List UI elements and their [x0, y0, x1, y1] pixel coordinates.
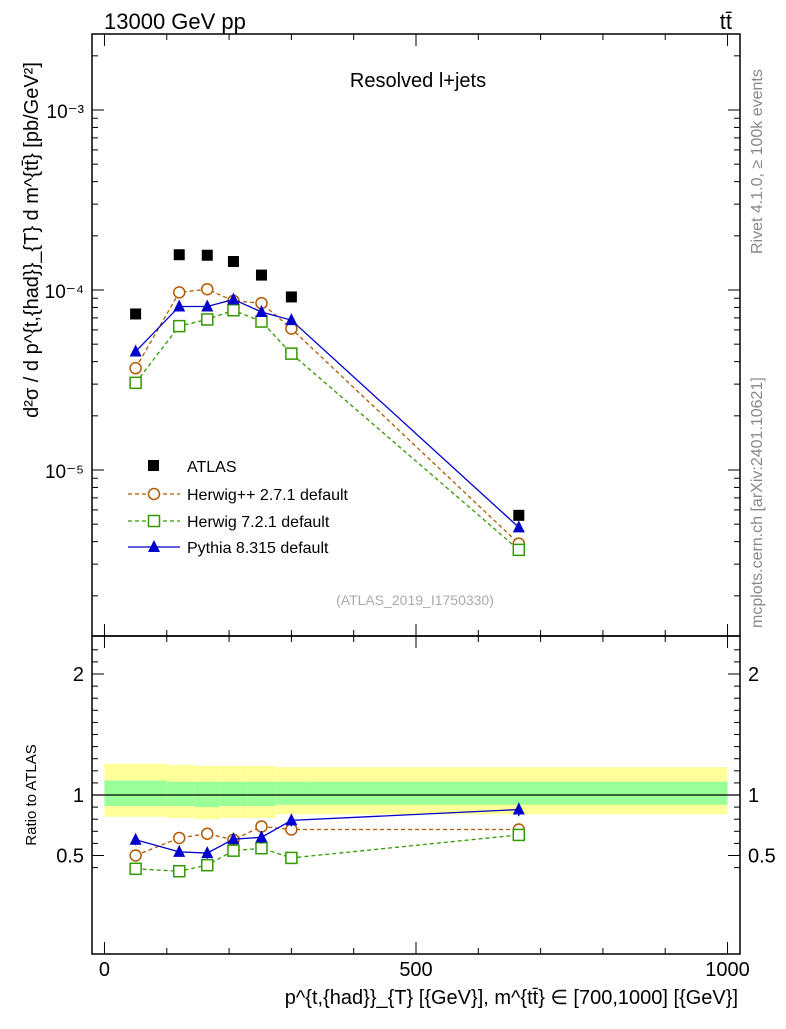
ratio-axis-ticks: 0.5 0.5 1 1 2 2 0 500 1000: [56, 636, 776, 981]
ratio-data-point: [129, 849, 142, 862]
legend-label-pythia: Pythia 8.315 default: [187, 540, 329, 557]
main-data-point: [255, 269, 267, 281]
ratio-panel: 0.5 0.5 1 1 2 2 0 500 1000 Ratio to ATLAS p^{t,{…: [23, 635, 776, 1009]
main-data-point: [201, 249, 213, 261]
main-data-point: [172, 319, 186, 333]
ratio-data-point: [227, 844, 240, 857]
ratio-band-green: [275, 781, 311, 805]
ratio-series: [129, 802, 526, 878]
main-data-point: [255, 304, 268, 317]
ratio-band-green: [104, 780, 167, 806]
main-series-line: [135, 288, 520, 545]
ratio-xtick-label: 1000: [705, 959, 750, 981]
ratio-bands: [104, 763, 728, 820]
main-ytick-label-1e-4: 10⁻⁴: [45, 282, 84, 303]
energy-label: 13000 GeV pp: [104, 9, 246, 34]
main-title: Resolved l+jets: [350, 70, 486, 92]
ratio-ytick-label-right: 1: [748, 785, 759, 807]
ratio-data-point: [172, 864, 186, 878]
legend-label-herwigpp: Herwig++ 2.7.1 default: [187, 487, 349, 504]
ratio-data-point: [201, 858, 214, 872]
main-data-point: [129, 344, 142, 357]
ratio-ytick-label-right: 0.5: [748, 846, 776, 868]
main-panel: Resolved l+jets 10⁻⁵ 10⁻⁴ 10⁻³ d²σ / d p…: [21, 33, 741, 637]
ratio-band-green: [310, 781, 728, 805]
legend-marker-herwig7: [147, 514, 161, 528]
main-data-point: [201, 299, 214, 312]
ratio-data-point: [255, 841, 268, 855]
ratio-data-point: [255, 830, 268, 843]
main-data-point: [512, 520, 525, 533]
ratio-data-point: [227, 832, 240, 845]
main-ytick-label-1e-3: 10⁻³: [47, 102, 85, 123]
main-data-point: [285, 291, 297, 303]
ratio-data-point: [512, 802, 525, 815]
main-ylabel: d²σ / d p^{t,{had}}_{T} d m^{tt̄} [pb/Ge…: [21, 62, 43, 418]
analysis-tag: (ATLAS_2019_I1750330): [336, 592, 494, 608]
ratio-data-point: [201, 846, 214, 859]
ratio-band-green: [166, 781, 195, 806]
ratio-data-point: [255, 820, 268, 833]
ratio-data-point: [129, 832, 142, 845]
side-label-bottom: mcplots.cern.ch [arXiv:2401.10621]: [749, 377, 766, 628]
ratio-ylabel: Ratio to ATLAS: [23, 744, 40, 845]
main-data-point: [201, 313, 214, 326]
ratio-xtick-label: 500: [399, 959, 432, 981]
ratio-data-point: [285, 851, 298, 865]
side-label-top: Rivet 4.1.0, ≥ 100k events: [749, 69, 766, 254]
ratio-ytick-label: 1: [73, 785, 84, 807]
main-data-point: [130, 308, 142, 320]
main-data-point: [172, 286, 186, 299]
ratio-ytick-label-right: 2: [748, 664, 759, 686]
ratio-xlabel: p^{t,{had}}_{T} [{GeV}], m^{tt̄} ∈ [700,…: [285, 987, 738, 1009]
ratio-data-point: [129, 862, 142, 876]
ratio-band-green: [247, 781, 276, 806]
ratio-data-point: [172, 831, 186, 845]
main-axis-ticks: [92, 34, 740, 636]
legend-marker-herwigpp: [147, 487, 161, 501]
ratio-data-point: [512, 828, 526, 842]
process-label: tt̄: [720, 9, 732, 34]
ratio-band-green: [219, 781, 248, 806]
legend-label-herwig7: Herwig 7.2.1 default: [187, 514, 330, 531]
ratio-data-point: [201, 827, 214, 840]
legend-label-atlas: ATLAS: [187, 459, 237, 476]
main-data-point: [227, 255, 239, 267]
ratio-data-point: [285, 813, 298, 826]
main-data-point: [129, 376, 142, 390]
main-data-point: [285, 313, 298, 326]
ratio-ytick-label: 0.5: [56, 846, 84, 868]
main-data-point: [513, 509, 525, 521]
legend-marker-pythia: [148, 540, 160, 552]
legend-marker-atlas: [148, 460, 159, 471]
main-data-point: [255, 315, 268, 328]
main-data-point: [285, 347, 298, 360]
main-series: [129, 249, 526, 557]
main-data-point: [173, 299, 186, 312]
main-data-point: [173, 249, 185, 261]
ratio-ytick-label: 2: [73, 664, 84, 686]
main-data-point: [512, 543, 526, 557]
ratio-data-point: [173, 844, 186, 857]
main-ytick-label-1e-5: 10⁻⁵: [45, 462, 84, 483]
ratio-xtick-label: 0: [99, 959, 110, 981]
main-data-point: [227, 303, 240, 317]
main-data-point: [129, 361, 142, 375]
legend: ATLAS Herwig++ 2.7.1 default Herwig 7.2.…: [128, 459, 349, 557]
main-data-point: [201, 282, 214, 296]
ratio-band-green: [194, 781, 220, 808]
main-data-point: [227, 292, 240, 305]
